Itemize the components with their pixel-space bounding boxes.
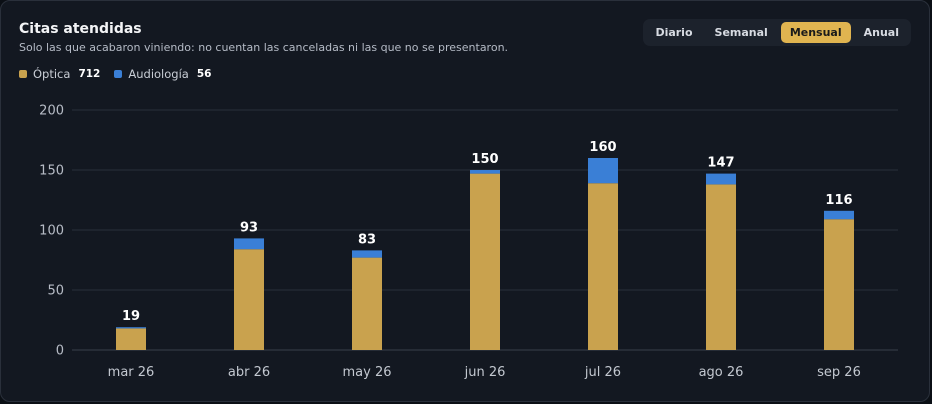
bar-audiologia-ago-26[interactable] <box>706 173 736 185</box>
bar-total-label: 116 <box>825 193 852 208</box>
legend-swatch-optica <box>19 70 27 78</box>
chart-subtitle: Solo las que acabaron viniendo: no cuent… <box>19 41 509 54</box>
bar-total-label: 160 <box>589 140 616 155</box>
legend-total-audiologia: 56 <box>196 68 212 80</box>
legend: Óptica 712 Audiología 56 <box>19 67 211 81</box>
bar-total-label: 83 <box>358 232 376 247</box>
x-tick-label: abr 26 <box>228 365 270 380</box>
period-weekly-button[interactable]: Semanal <box>714 26 768 39</box>
bar-optica-jul-26[interactable] <box>588 183 618 350</box>
y-tick-label: 50 <box>47 284 64 299</box>
x-tick-label: may 26 <box>343 365 392 380</box>
x-tick-label: jul 26 <box>584 365 621 380</box>
legend-item-audiologia[interactable]: Audiología 56 <box>114 67 211 81</box>
bar-optica-abr-26[interactable] <box>234 249 264 350</box>
bar-audiologia-mar-26[interactable] <box>116 327 146 329</box>
bar-total-label: 19 <box>122 309 140 324</box>
bar-total-label: 150 <box>471 152 498 167</box>
x-tick-label: sep 26 <box>817 365 861 380</box>
y-tick-label: 150 <box>39 164 64 179</box>
legend-swatch-audiologia <box>114 70 123 78</box>
x-tick-label: jun 26 <box>464 365 506 380</box>
bar-audiologia-abr-26[interactable] <box>234 238 264 250</box>
bar-optica-sep-26[interactable] <box>824 219 854 350</box>
y-tick-label: 0 <box>56 344 64 359</box>
bar-optica-jun-26[interactable] <box>470 173 500 350</box>
bar-audiologia-may-26[interactable] <box>352 250 382 258</box>
bar-optica-ago-26[interactable] <box>706 184 736 350</box>
legend-label-audiologia: Audiología <box>128 67 189 81</box>
bar-optica-mar-26[interactable] <box>116 328 146 350</box>
period-yearly-button[interactable]: Anual <box>863 26 899 39</box>
bar-audiologia-jun-26[interactable] <box>470 170 500 174</box>
legend-label-optica: Óptica <box>33 67 71 81</box>
period-daily-button[interactable]: Diario <box>655 26 693 39</box>
bar-audiologia-jul-26[interactable] <box>588 158 618 184</box>
period-selector: Diario Semanal Mensual Anual <box>643 19 911 46</box>
bar-optica-may-26[interactable] <box>352 257 382 350</box>
bar-audiologia-sep-26[interactable] <box>824 210 854 220</box>
bar-total-label: 93 <box>240 220 258 235</box>
y-tick-label: 100 <box>39 224 64 239</box>
x-tick-label: mar 26 <box>108 365 155 380</box>
legend-item-optica[interactable]: Óptica 712 <box>19 67 100 81</box>
chart-title: Citas atendidas <box>19 21 142 37</box>
bar-total-label: 147 <box>707 156 734 171</box>
y-tick-label: 200 <box>39 104 64 119</box>
legend-total-optica: 712 <box>78 68 101 80</box>
x-tick-label: ago 26 <box>699 365 744 380</box>
period-monthly-button[interactable]: Mensual <box>780 22 851 43</box>
